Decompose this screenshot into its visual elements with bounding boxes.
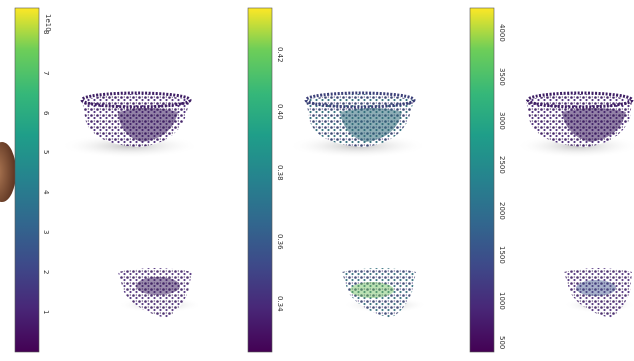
- point-cloud-small-3: [564, 268, 634, 318]
- colorbar-3-tick: 1000: [498, 292, 506, 310]
- point-cloud-small-2: [342, 268, 427, 318]
- colorbar-3-tick: 2500: [498, 156, 506, 174]
- point-cloud-small-1: [118, 268, 202, 318]
- colorbar-1-tick: 8: [42, 30, 50, 34]
- colorbar-1-tick: 5: [42, 150, 50, 154]
- point-cloud-large-2: [288, 91, 428, 158]
- colorbar-2: [247, 7, 273, 353]
- colorbar-3-tick: 500: [498, 336, 506, 349]
- colorbar-1-tick: 2: [42, 270, 50, 274]
- colorbar-2-tick: 0.40: [276, 104, 284, 120]
- colorbar-3-tick: 4000: [498, 24, 506, 42]
- colorbar-3-tick: 2000: [498, 202, 506, 220]
- colorbar-3: [469, 7, 495, 353]
- point-cloud-large-3: [516, 91, 634, 158]
- colorbar-2-tick: 0.38: [276, 165, 284, 181]
- colorbar-1-ticks: 8 7 6 5 4 3 2 1: [42, 30, 50, 314]
- hand-shape: [0, 142, 16, 202]
- colorbar-1: [14, 7, 40, 353]
- colorbar-3-tick: 3500: [498, 68, 506, 86]
- colorbar-2-tick: 0.34: [276, 296, 284, 312]
- colorbar-2-tick: 0.42: [276, 47, 284, 63]
- point-cloud-large-1: [60, 91, 200, 158]
- colorbar-1-tick: 6: [42, 111, 50, 116]
- colorbar-1-multiplier: 1e10: [44, 14, 52, 32]
- colorbar-2-tick: 0.36: [276, 234, 284, 250]
- colorbar-3-ticks: 4000 3500 3000 2500 2000 1500 1000 500: [498, 24, 506, 349]
- colorbar-2-ticks: 0.42 0.40 0.38 0.36 0.34: [276, 47, 284, 312]
- panel-3: 4000 3500 3000 2500 2000 1500 1000 500: [469, 7, 634, 353]
- panel-1: 1e10 8 7 6 5 4 3 2 1: [14, 7, 202, 353]
- colorbar-3-tick: 1500: [498, 246, 506, 264]
- colorbar-3-tick: 3000: [498, 112, 506, 130]
- colorbar-1-tick: 7: [42, 71, 50, 75]
- colorbar-1-tick: 1: [42, 310, 50, 314]
- panel-2: 0.42 0.40 0.38 0.36 0.34: [247, 7, 428, 353]
- colorbar-1-tick: 4: [42, 190, 50, 195]
- colorbar-1-tick: 3: [42, 230, 50, 234]
